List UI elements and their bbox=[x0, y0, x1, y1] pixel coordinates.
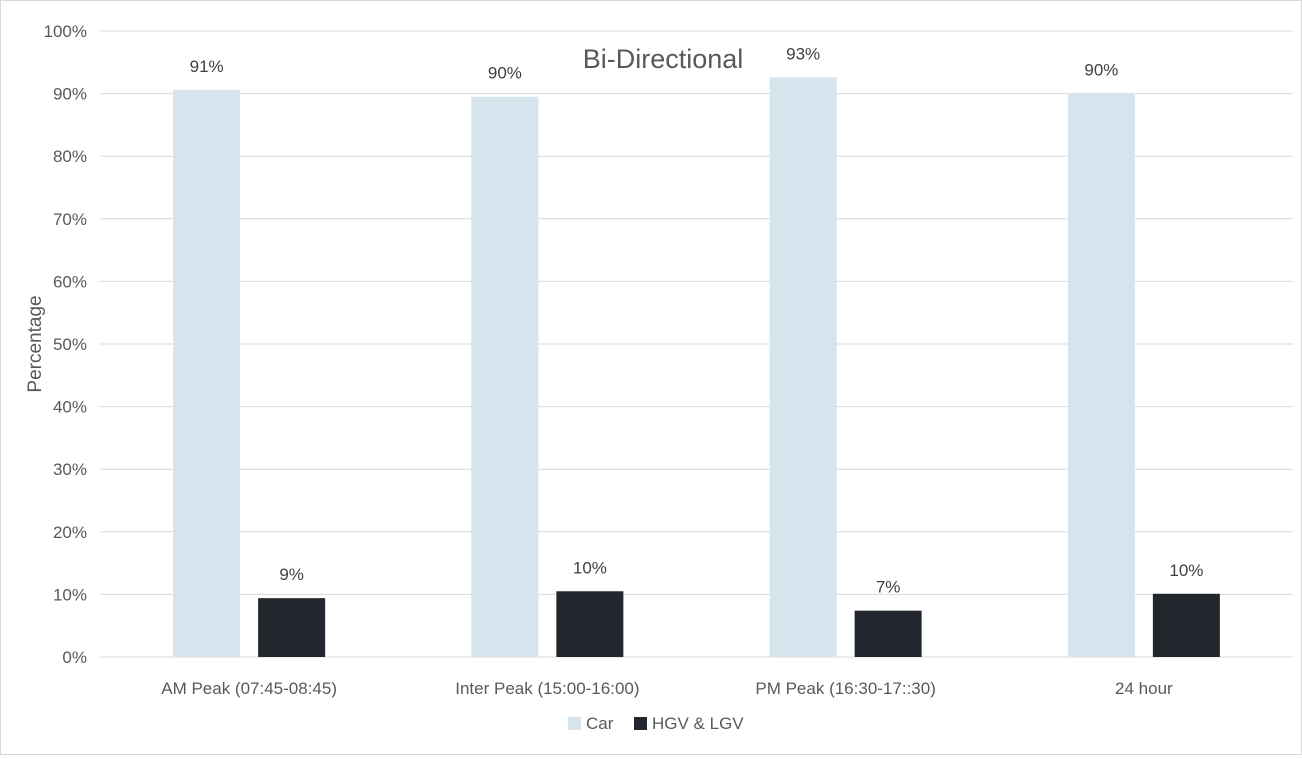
legend: Car HGV & LGV bbox=[568, 714, 744, 733]
data-label: 10% bbox=[1169, 561, 1203, 580]
legend-swatch bbox=[634, 717, 647, 730]
data-label: 90% bbox=[1084, 61, 1118, 80]
chart-title: Bi-Directional bbox=[583, 44, 744, 74]
data-label: 93% bbox=[786, 44, 820, 63]
legend-label: HGV & LGV bbox=[652, 714, 744, 733]
bar-hgv-lgv bbox=[258, 598, 326, 657]
x-category-label: PM Peak (16:30-17::30) bbox=[755, 679, 935, 698]
legend-swatch bbox=[568, 717, 581, 730]
data-label: 9% bbox=[279, 565, 304, 584]
bar-car bbox=[173, 89, 241, 658]
data-label: 10% bbox=[573, 558, 607, 577]
y-tick-label: 30% bbox=[53, 460, 87, 479]
bar-hgv-lgv bbox=[1152, 593, 1220, 657]
bar-car bbox=[1067, 93, 1135, 658]
x-category-label: Inter Peak (15:00-16:00) bbox=[455, 679, 639, 698]
y-tick-label: 90% bbox=[53, 85, 87, 104]
bar-car bbox=[471, 96, 539, 658]
y-tick-label: 40% bbox=[53, 398, 87, 417]
bar-car bbox=[769, 77, 837, 658]
x-category-label: 24 hour bbox=[1115, 679, 1173, 698]
y-tick-label: 0% bbox=[62, 648, 87, 667]
data-labels: 91% 9% 90% 10% 93% 7% 90% 10% bbox=[190, 44, 1204, 596]
x-category-label: AM Peak (07:45-08:45) bbox=[161, 679, 337, 698]
y-axis-ticks: 0% 10% 20% 30% 40% 50% 60% 70% 80% 90% 100% bbox=[44, 22, 87, 667]
bar-hgv-lgv bbox=[854, 610, 922, 657]
data-label: 90% bbox=[488, 64, 522, 83]
data-label: 91% bbox=[190, 57, 224, 76]
y-tick-label: 10% bbox=[53, 585, 87, 604]
y-tick-label: 80% bbox=[53, 147, 87, 166]
y-axis-label: Percentage bbox=[25, 295, 46, 392]
bars bbox=[173, 77, 1220, 658]
data-label: 7% bbox=[876, 578, 901, 597]
x-axis-categories: AM Peak (07:45-08:45) Inter Peak (15:00-1… bbox=[161, 679, 1173, 698]
y-tick-label: 50% bbox=[53, 335, 87, 354]
y-tick-label: 60% bbox=[53, 272, 87, 291]
y-tick-label: 20% bbox=[53, 523, 87, 542]
bar-hgv-lgv bbox=[556, 591, 624, 657]
y-tick-label: 100% bbox=[44, 22, 87, 41]
legend-label: Car bbox=[586, 714, 614, 733]
y-tick-label: 70% bbox=[53, 210, 87, 229]
